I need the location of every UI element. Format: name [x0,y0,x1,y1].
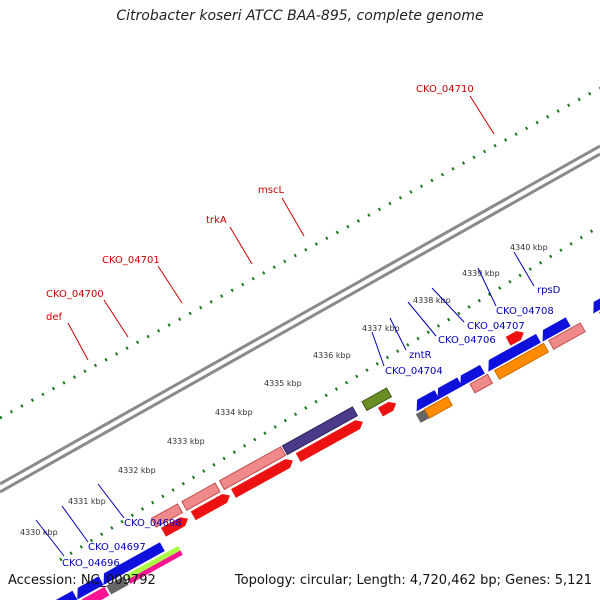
label-cko-04696: CKO_04696 [62,558,120,569]
label-def: def [46,312,63,323]
label-cko-04708: CKO_04708 [496,306,554,317]
reverse-features-left [45,542,183,600]
label-cko-04700: CKO_04700 [46,289,104,300]
gene-blue-5 [542,317,571,342]
gene-green-l1 [125,546,181,580]
label-cko-04710: CKO_04710 [416,84,474,95]
tick-label-4336: 4336 kbp [313,351,351,360]
gene-cko-04700 [181,482,221,511]
backbone-line-outer [0,144,600,486]
gene-pink-2 [548,322,586,350]
label-cko-04706: CKO_04706 [438,335,496,346]
gene-trka [281,406,358,456]
tick-label-4331: 4331 kbp [68,497,106,506]
gene-cko-04701 [218,446,287,491]
reverse-features-right [415,295,600,423]
gene-blue-4 [488,333,541,372]
gene-grey-l1 [106,576,129,595]
label-cko-04697: CKO_04697 [88,542,146,553]
gene-blue-l1 [45,590,78,600]
gene-magenta-l1 [81,586,110,600]
reverse-labels: CKO_04696 CKO_04697 CKO_04698 CKO_04704 … [35,251,561,569]
gene-pink-1 [469,373,494,394]
gene-red-2 [190,493,230,521]
gene-def [150,503,184,528]
gene-blue-l2 [77,576,104,600]
gene-blue-1 [416,390,440,412]
gene-orange-1 [423,396,453,419]
forward-features [150,331,524,537]
tick-label-4330: 4330 kbp [20,528,58,537]
inner-tick-track [59,224,600,562]
label-cko-04701: CKO_04701 [102,255,160,266]
tick-label-4334: 4334 kbp [215,408,253,417]
tick-label-4332: 4332 kbp [118,466,156,475]
label-cko-04704: CKO_04704 [385,366,443,377]
tick-label-4340: 4340 kbp [510,243,548,252]
gene-red-3 [231,459,293,498]
gene-blue-2 [437,377,463,400]
gene-red-4 [295,420,363,463]
genome-summary: Topology: circular; Length: 4,720,462 bp… [234,573,592,588]
tick-label-4337: 4337 kbp [362,324,400,333]
gene-red-1 [161,517,188,537]
gene-red-5 [377,401,397,417]
tick-label-4335: 4335 kbp [264,379,302,388]
kbp-tick-labels: 4330 kbp 4331 kbp 4332 kbp 4333 kbp 4334… [20,243,548,537]
gene-blue-l3 [103,542,165,585]
tick-label-4338: 4338 kbp [413,296,451,305]
label-cko-04707: CKO_04707 [467,321,525,332]
gene-blue-3 [460,364,485,388]
tick-label-4333: 4333 kbp [167,437,205,446]
gene-orange-2 [493,342,550,380]
label-trka: trkA [206,215,227,226]
label-rpsd: rpsD [537,285,561,296]
label-cko-04698: CKO_04698 [124,518,182,529]
gene-mscl [361,387,393,412]
forward-labels: def CKO_04700 CKO_04701 trkA mscL CKO_04… [46,84,495,361]
accession-label: Accession: NC_009792 [8,573,156,588]
label-mscl: mscL [258,185,284,196]
gene-blue-6 [593,295,600,314]
gene-magenta-l2 [127,550,183,584]
label-zntr: zntR [409,350,432,361]
map-title: Citrobacter koseri ATCC BAA-895, complet… [116,8,484,24]
gene-red-6 [505,331,524,346]
backbone-line-inner [0,152,600,494]
